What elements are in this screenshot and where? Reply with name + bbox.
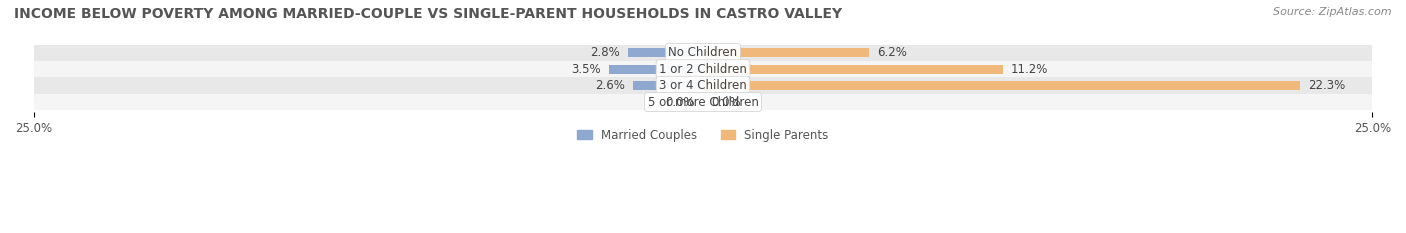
Text: 0.0%: 0.0% bbox=[711, 96, 741, 109]
Bar bbox=[628, 48, 703, 57]
Bar bbox=[703, 48, 869, 57]
Text: Source: ZipAtlas.com: Source: ZipAtlas.com bbox=[1274, 7, 1392, 17]
Text: INCOME BELOW POVERTY AMONG MARRIED-COUPLE VS SINGLE-PARENT HOUSEHOLDS IN CASTRO : INCOME BELOW POVERTY AMONG MARRIED-COUPL… bbox=[14, 7, 842, 21]
Text: 11.2%: 11.2% bbox=[1011, 63, 1049, 76]
Text: No Children: No Children bbox=[668, 46, 738, 59]
Bar bbox=[609, 65, 703, 74]
Text: 1 or 2 Children: 1 or 2 Children bbox=[659, 63, 747, 76]
Text: 22.3%: 22.3% bbox=[1308, 79, 1346, 92]
Text: 3 or 4 Children: 3 or 4 Children bbox=[659, 79, 747, 92]
Bar bbox=[34, 94, 1372, 110]
Text: 2.6%: 2.6% bbox=[596, 79, 626, 92]
Bar bbox=[34, 77, 1372, 94]
Bar bbox=[633, 81, 703, 90]
Text: 6.2%: 6.2% bbox=[877, 46, 907, 59]
Bar bbox=[703, 65, 1002, 74]
Bar bbox=[703, 81, 1301, 90]
Text: 0.0%: 0.0% bbox=[665, 96, 695, 109]
Bar bbox=[34, 61, 1372, 77]
Text: 2.8%: 2.8% bbox=[591, 46, 620, 59]
Bar bbox=[34, 45, 1372, 61]
Text: 5 or more Children: 5 or more Children bbox=[648, 96, 758, 109]
Legend: Married Couples, Single Parents: Married Couples, Single Parents bbox=[578, 129, 828, 142]
Text: 3.5%: 3.5% bbox=[572, 63, 602, 76]
